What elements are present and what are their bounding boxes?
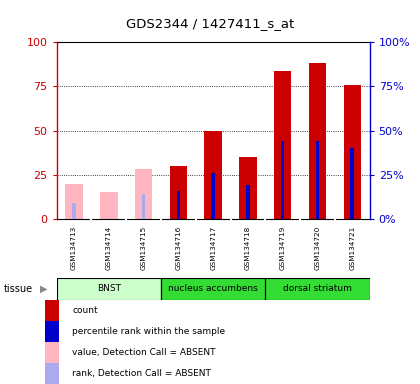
Text: GSM134713: GSM134713 bbox=[71, 225, 77, 270]
Text: tissue: tissue bbox=[4, 284, 33, 294]
Bar bbox=[142, 194, 145, 219]
Text: GSM134719: GSM134719 bbox=[280, 225, 286, 270]
Text: GSM134721: GSM134721 bbox=[349, 225, 355, 270]
Bar bbox=[246, 185, 249, 219]
Text: value, Detection Call = ABSENT: value, Detection Call = ABSENT bbox=[72, 348, 216, 357]
Bar bbox=[281, 141, 284, 219]
Text: GSM134718: GSM134718 bbox=[245, 225, 251, 270]
Text: GSM134714: GSM134714 bbox=[106, 225, 112, 270]
Bar bbox=[309, 63, 326, 219]
Bar bbox=[100, 192, 118, 219]
Bar bbox=[205, 131, 222, 219]
Bar bbox=[344, 84, 361, 219]
Text: GDS2344 / 1427411_s_at: GDS2344 / 1427411_s_at bbox=[126, 17, 294, 30]
Text: GSM134717: GSM134717 bbox=[210, 225, 216, 270]
Bar bbox=[274, 71, 291, 219]
Bar bbox=[72, 203, 76, 219]
Text: percentile rank within the sample: percentile rank within the sample bbox=[72, 327, 226, 336]
Bar bbox=[170, 166, 187, 219]
Bar bbox=[45, 300, 59, 321]
Bar bbox=[350, 148, 354, 219]
Bar bbox=[211, 173, 215, 219]
Bar bbox=[45, 321, 59, 342]
Text: GSM134715: GSM134715 bbox=[141, 225, 147, 270]
Bar bbox=[57, 278, 161, 300]
Text: rank, Detection Call = ABSENT: rank, Detection Call = ABSENT bbox=[72, 369, 211, 378]
Bar bbox=[66, 184, 83, 219]
Bar bbox=[161, 278, 265, 300]
Bar bbox=[239, 157, 257, 219]
Bar bbox=[265, 278, 370, 300]
Bar bbox=[135, 169, 152, 219]
Bar bbox=[316, 141, 319, 219]
Bar bbox=[45, 342, 59, 363]
Text: ▶: ▶ bbox=[40, 284, 48, 294]
Bar bbox=[45, 363, 59, 384]
Text: dorsal striatum: dorsal striatum bbox=[283, 285, 352, 293]
Text: GSM134720: GSM134720 bbox=[315, 225, 320, 270]
Text: nucleus accumbens: nucleus accumbens bbox=[168, 285, 258, 293]
Text: BNST: BNST bbox=[97, 285, 121, 293]
Text: count: count bbox=[72, 306, 98, 314]
Bar bbox=[177, 190, 180, 219]
Text: GSM134716: GSM134716 bbox=[176, 225, 181, 270]
